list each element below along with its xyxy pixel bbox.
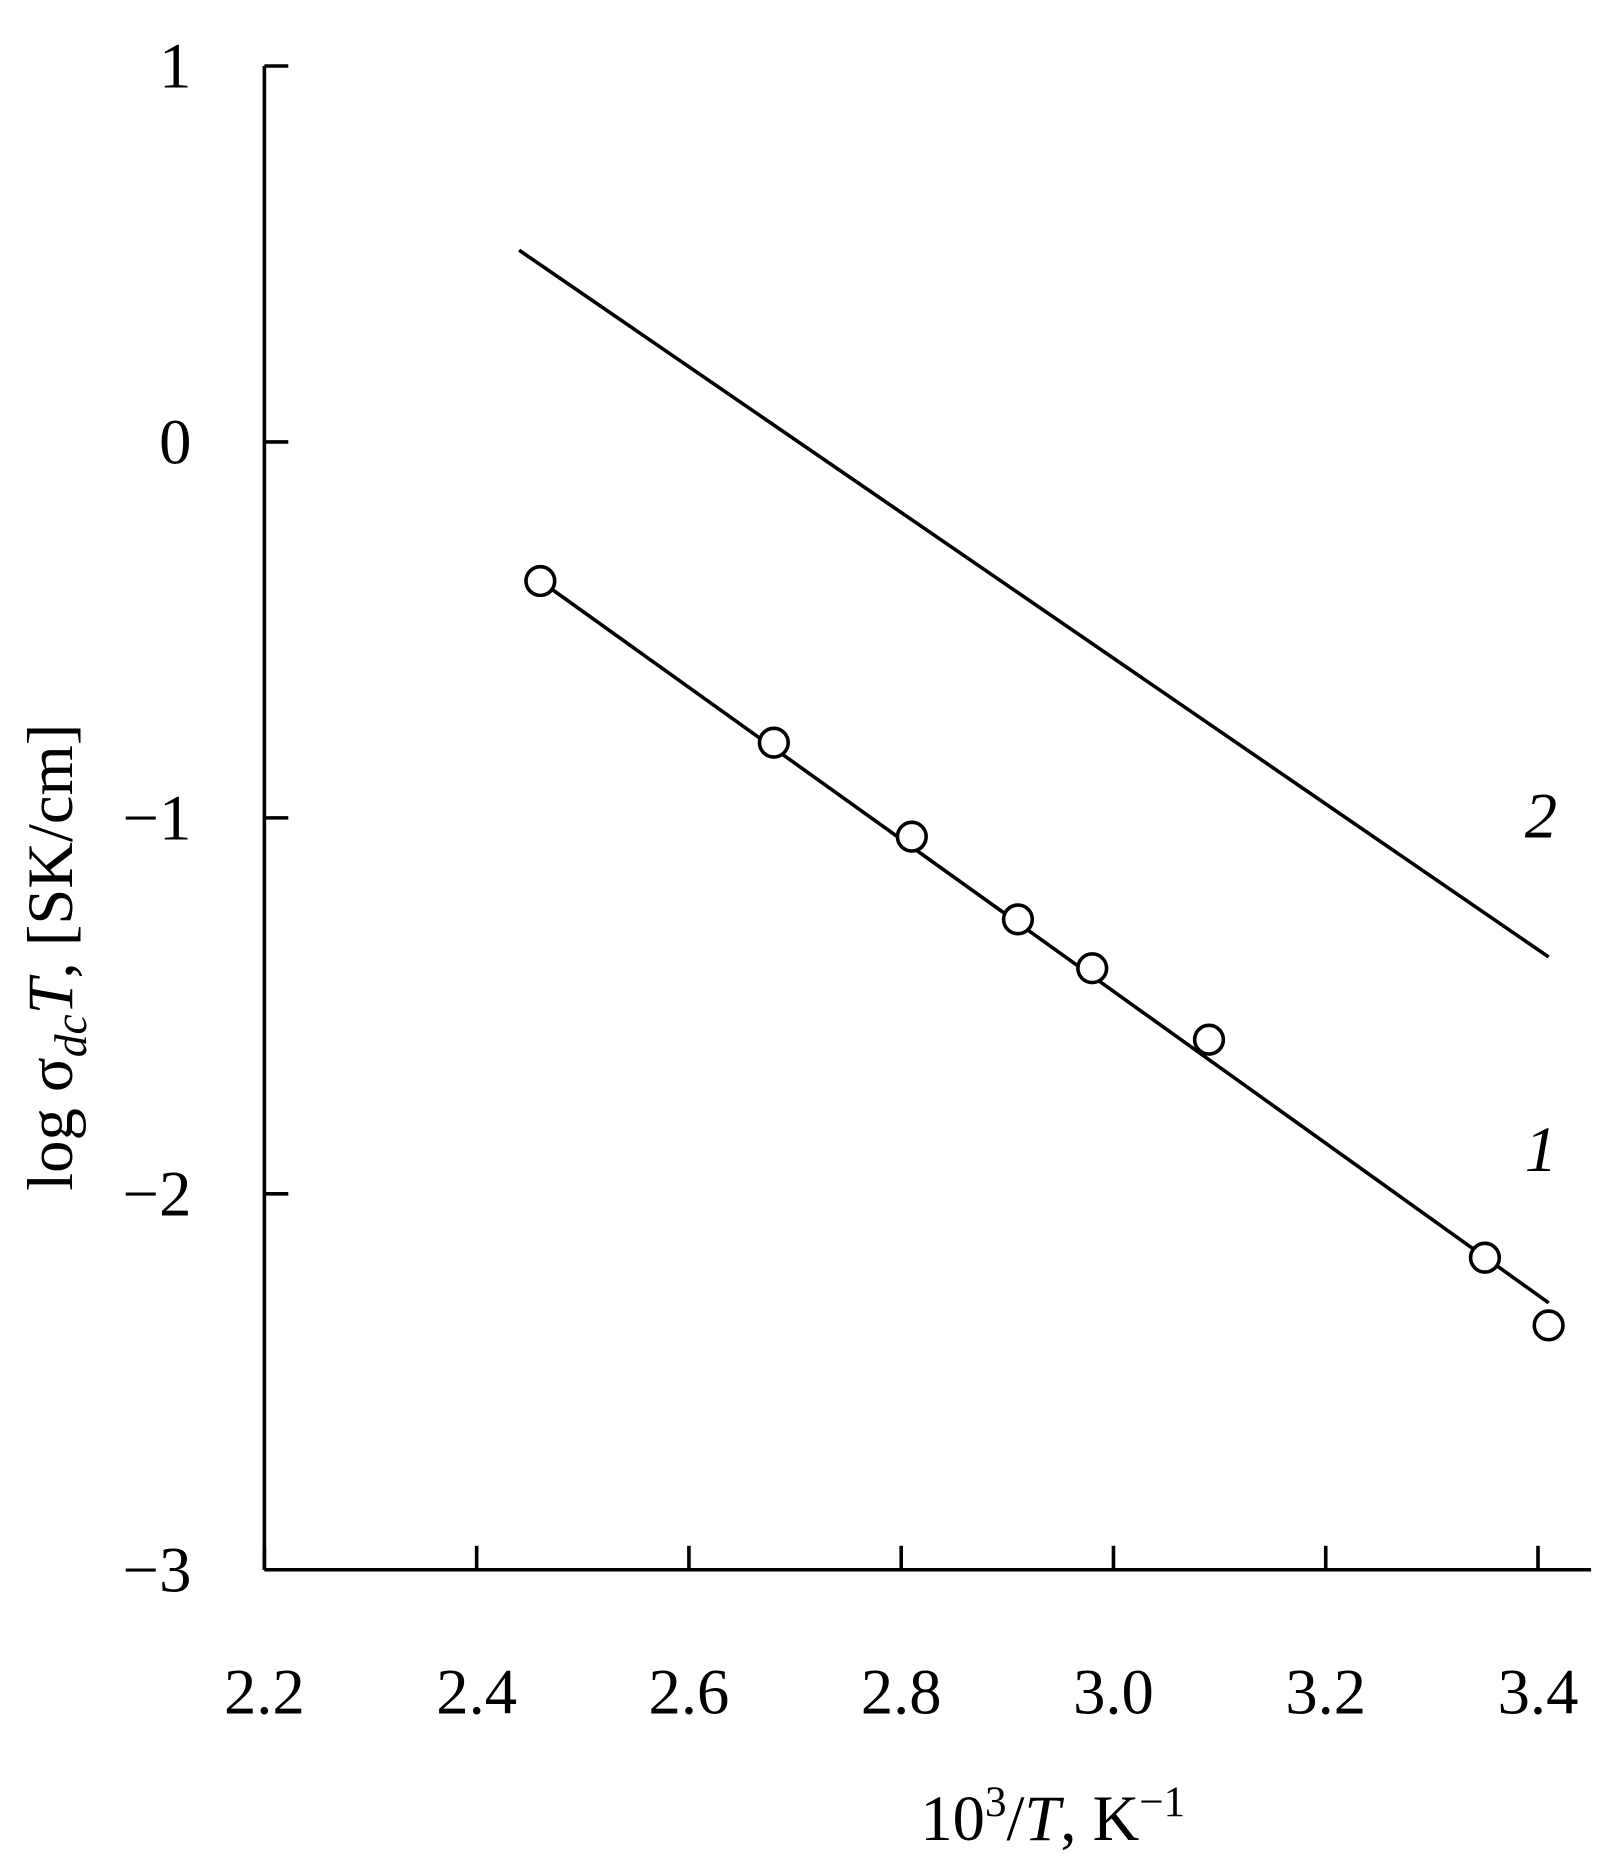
x-tick-label: 3.0 [1073, 1655, 1154, 1727]
data-point [1532, 1309, 1565, 1342]
data-point [524, 564, 557, 598]
y-axis-title: log σdcT, [SK/cm] [14, 724, 96, 1191]
series-label: 1 [1525, 1113, 1557, 1185]
x-label-part: , K [1060, 1782, 1139, 1854]
x-tick-label: 2.6 [649, 1655, 730, 1727]
series-label: 2 [1525, 779, 1557, 851]
x-tick-label: 2.8 [861, 1655, 942, 1727]
y-label-part: log σ [14, 1057, 86, 1191]
data-point [1192, 1023, 1226, 1056]
x-label-part: / [1006, 1782, 1024, 1854]
y-tick-label: −2 [123, 1157, 192, 1229]
x-tick-label: 3.4 [1498, 1655, 1579, 1727]
y-label-sub: dc [45, 1014, 96, 1057]
data-point [1001, 903, 1035, 936]
y-tick-label: 1 [159, 30, 191, 102]
data-point [1468, 1241, 1502, 1274]
y-tick-label: 0 [159, 405, 191, 477]
x-tick-label: 2.2 [224, 1655, 305, 1727]
x-axis-title: 103/T, K−1 [920, 1779, 1185, 1854]
y-label-part: T [14, 974, 86, 1014]
x-label-sup: 3 [985, 1779, 1007, 1826]
fit-line [539, 579, 1550, 1305]
y-tick-label: −3 [123, 1533, 192, 1605]
data-point [895, 820, 928, 853]
data-point [1076, 952, 1109, 985]
y-tick-label: −1 [123, 781, 192, 853]
x-label-part: T [1024, 1782, 1064, 1854]
x-tick-label: 2.4 [436, 1655, 517, 1727]
fit-line [518, 248, 1550, 959]
y-label-part: , [SK/cm] [14, 724, 86, 979]
data-point [757, 726, 790, 759]
x-tick-label: 3.2 [1285, 1655, 1366, 1727]
x-label-sup: −1 [1139, 1779, 1185, 1826]
x-label-part: 10 [920, 1782, 985, 1854]
